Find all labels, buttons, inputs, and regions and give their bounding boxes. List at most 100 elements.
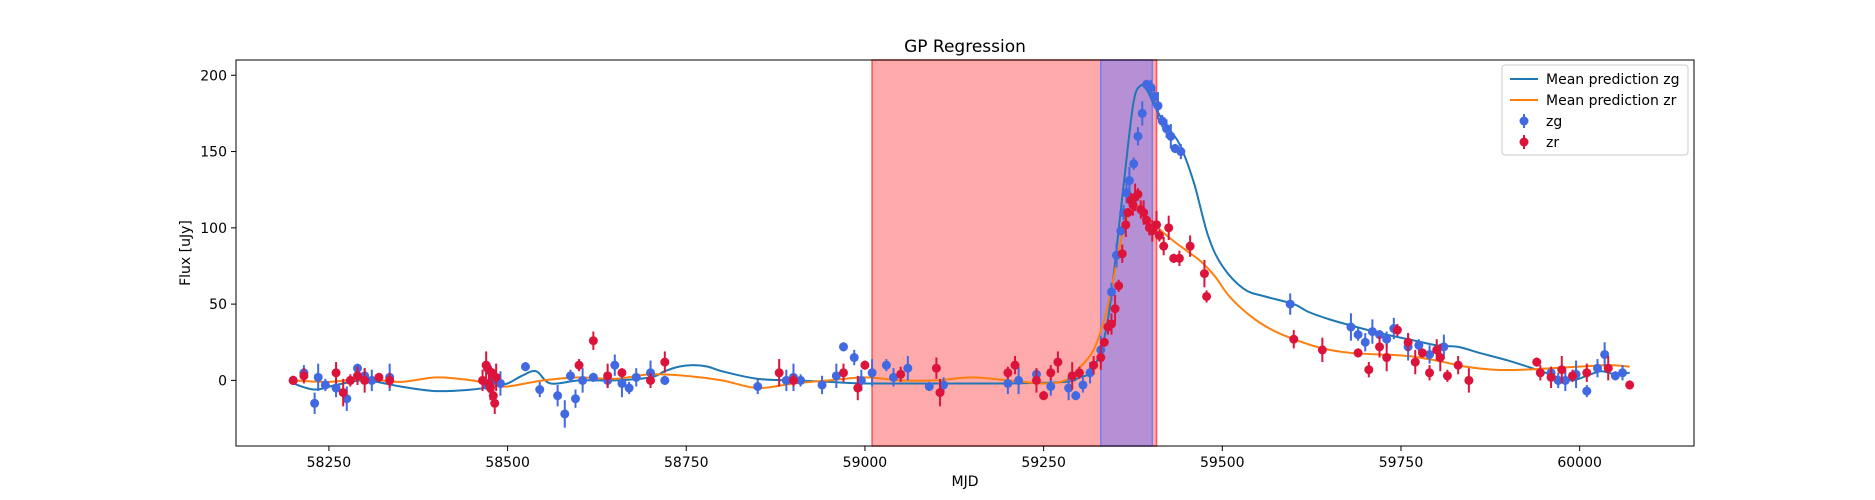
- point-zg: [817, 375, 827, 395]
- marker-zr: [1353, 348, 1363, 358]
- point-zr: [1067, 362, 1077, 390]
- point-zg: [1176, 143, 1186, 160]
- x-tick-label: 59250: [1021, 455, 1066, 471]
- point-zr: [1382, 343, 1392, 372]
- point-zg: [660, 375, 670, 385]
- marker-zr: [1099, 337, 1109, 347]
- marker-zr: [1625, 380, 1635, 390]
- point-zg: [881, 359, 891, 372]
- point-zr: [1089, 355, 1099, 375]
- point-zr: [1133, 188, 1143, 201]
- point-zr: [1364, 362, 1374, 378]
- marker-zg: [320, 380, 330, 390]
- marker-zg: [631, 372, 641, 382]
- x-tick-label: 60000: [1557, 455, 1602, 471]
- marker-zg: [796, 375, 806, 385]
- marker-zr: [660, 357, 670, 367]
- point-zr: [353, 366, 362, 385]
- point-zg: [1553, 372, 1563, 389]
- point-zg: [1425, 345, 1435, 364]
- legend-entry-zr-points: zr: [1519, 135, 1559, 151]
- point-zr: [1464, 368, 1474, 393]
- point-zg: [1618, 365, 1628, 381]
- marker-zr: [345, 375, 355, 385]
- marker-zr: [1174, 253, 1184, 263]
- marker-zg: [1367, 327, 1377, 337]
- point-zr: [774, 359, 784, 387]
- point-zr: [331, 362, 341, 384]
- point-zg: [320, 378, 330, 392]
- point-zr: [299, 368, 309, 384]
- point-zg: [1582, 384, 1592, 398]
- marker-zg: [1600, 349, 1610, 359]
- marker-zr: [1403, 337, 1413, 347]
- marker-zr: [1435, 353, 1445, 363]
- point-zr: [1557, 355, 1567, 384]
- marker-zr: [1535, 368, 1545, 378]
- point-zr: [1010, 355, 1020, 375]
- marker-zr: [490, 398, 500, 408]
- marker-zg: [1046, 381, 1056, 391]
- marker-zr: [1557, 365, 1567, 375]
- point-zg: [903, 355, 913, 381]
- marker-zr: [1159, 241, 1169, 251]
- point-zr: [1403, 333, 1413, 352]
- point-zr: [1289, 330, 1299, 349]
- marker-zr: [646, 375, 656, 385]
- legend: Mean prediction zg Mean prediction zr zg zr: [1501, 64, 1689, 156]
- marker-zr: [1010, 360, 1020, 370]
- marker-zr: [853, 383, 863, 393]
- marker-zg: [849, 353, 859, 363]
- point-zr: [1159, 236, 1169, 256]
- x-tick-label: 59000: [843, 455, 888, 471]
- marker-zg: [313, 372, 323, 382]
- legend-label: Mean prediction zr: [1546, 93, 1677, 109]
- y-tick-label: 100: [200, 221, 227, 237]
- point-zr: [1603, 355, 1613, 381]
- point-zg: [1560, 369, 1570, 392]
- point-zr: [1053, 351, 1063, 373]
- point-zg: [849, 349, 859, 366]
- point-zr: [1417, 348, 1427, 358]
- point-zg: [781, 369, 791, 392]
- point-zr: [931, 357, 941, 379]
- point-zg: [889, 368, 899, 387]
- marker-zg: [1107, 287, 1117, 297]
- marker-zg: [565, 371, 575, 381]
- marker-zg: [1360, 337, 1370, 347]
- point-zr: [1202, 290, 1212, 303]
- point-zg: [1107, 282, 1117, 302]
- marker-zg: [903, 363, 913, 373]
- x-tick-label: 59750: [1379, 455, 1424, 471]
- point-zr: [385, 372, 395, 389]
- marker-zg: [1078, 380, 1088, 390]
- point-zg: [313, 363, 323, 392]
- marker-zr: [1425, 368, 1435, 378]
- point-zr: [574, 359, 584, 372]
- marker-zg: [939, 380, 949, 390]
- point-zr: [360, 368, 370, 393]
- marker-zg: [1116, 226, 1126, 236]
- legend-label: Mean prediction zg: [1546, 72, 1680, 88]
- plot-frame: [235, 59, 1695, 447]
- point-zr: [588, 331, 598, 350]
- marker-zr: [1123, 208, 1133, 218]
- marker-zg: [331, 383, 341, 393]
- marker-zr: [1317, 345, 1327, 355]
- point-zg: [1166, 124, 1176, 149]
- marker-zr: [299, 371, 309, 381]
- marker-zr: [574, 360, 584, 370]
- point-zr: [288, 375, 298, 385]
- marker-zr: [1152, 220, 1162, 230]
- chart-title: GP Regression: [904, 37, 1026, 57]
- marker-zr: [617, 368, 627, 378]
- marker-zr: [1117, 249, 1127, 259]
- marker-zr: [1114, 281, 1124, 291]
- point-zr: [1375, 336, 1385, 358]
- point-zg: [1129, 157, 1139, 170]
- point-zr: [1107, 313, 1117, 335]
- point-zr: [1164, 215, 1174, 241]
- point-zg: [1593, 359, 1603, 378]
- marker-zr: [1582, 368, 1592, 378]
- marker-zg: [1375, 330, 1385, 340]
